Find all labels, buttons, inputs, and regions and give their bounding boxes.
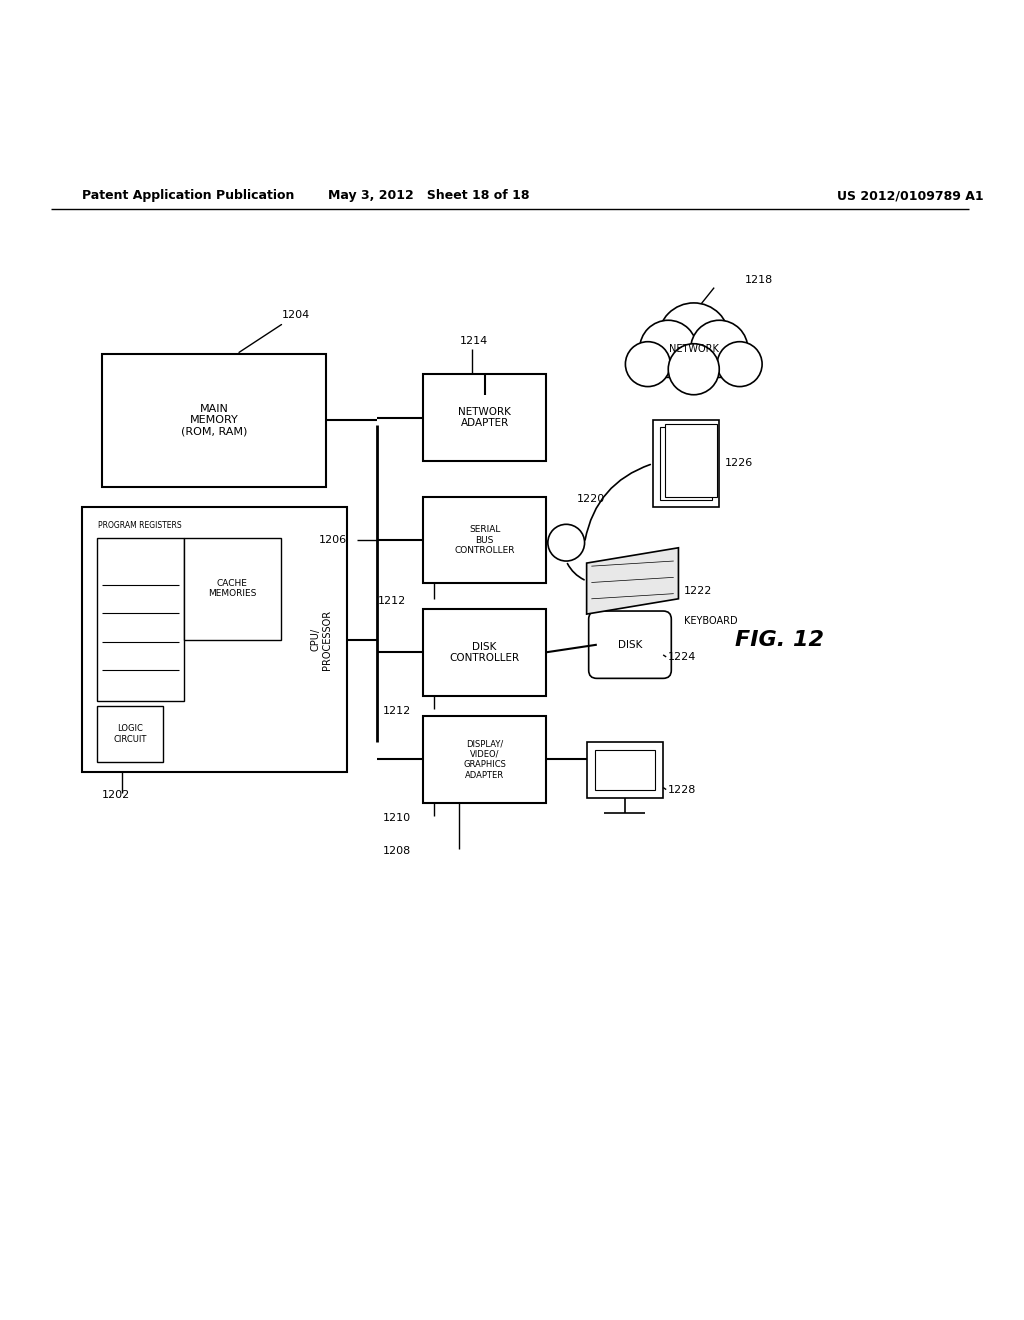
FancyBboxPatch shape <box>423 375 546 461</box>
Text: MAIN
MEMORY
(ROM, RAM): MAIN MEMORY (ROM, RAM) <box>181 404 248 437</box>
FancyBboxPatch shape <box>423 717 546 803</box>
Text: 1228: 1228 <box>669 784 696 795</box>
Circle shape <box>640 321 696 378</box>
FancyBboxPatch shape <box>102 354 327 487</box>
FancyBboxPatch shape <box>589 611 672 678</box>
FancyBboxPatch shape <box>423 609 546 696</box>
Text: DISK
CONTROLLER: DISK CONTROLLER <box>450 642 519 663</box>
FancyBboxPatch shape <box>595 750 655 789</box>
Text: 1206: 1206 <box>318 535 347 545</box>
FancyBboxPatch shape <box>660 428 712 500</box>
Text: 1210: 1210 <box>383 813 411 824</box>
FancyBboxPatch shape <box>183 537 281 640</box>
Text: FIG. 12: FIG. 12 <box>734 630 823 649</box>
Circle shape <box>626 342 671 387</box>
FancyBboxPatch shape <box>653 420 719 507</box>
Text: 1226: 1226 <box>724 458 753 469</box>
Text: 1220: 1220 <box>577 494 605 504</box>
Text: 1204: 1204 <box>239 310 310 352</box>
Circle shape <box>691 321 748 378</box>
Text: DISK: DISK <box>617 640 642 649</box>
FancyBboxPatch shape <box>97 706 163 762</box>
FancyBboxPatch shape <box>587 742 664 797</box>
Text: 1208: 1208 <box>383 846 411 855</box>
Text: 1212: 1212 <box>378 595 406 606</box>
FancyBboxPatch shape <box>82 507 347 772</box>
Circle shape <box>669 343 719 395</box>
Polygon shape <box>587 548 679 614</box>
Text: PROGRAM REGISTERS: PROGRAM REGISTERS <box>98 521 182 529</box>
Text: 1214: 1214 <box>460 335 488 346</box>
Text: 1222: 1222 <box>684 586 712 595</box>
Text: NETWORK: NETWORK <box>669 343 719 354</box>
Text: 1218: 1218 <box>744 275 773 285</box>
Text: May 3, 2012   Sheet 18 of 18: May 3, 2012 Sheet 18 of 18 <box>328 189 529 202</box>
Text: LOGIC
CIRCUIT: LOGIC CIRCUIT <box>114 725 146 743</box>
FancyBboxPatch shape <box>423 496 546 583</box>
Text: 1212: 1212 <box>383 706 411 715</box>
Text: SERIAL
BUS
CONTROLLER: SERIAL BUS CONTROLLER <box>455 525 515 554</box>
FancyBboxPatch shape <box>97 537 183 701</box>
Text: DISPLAY/
VIDEO/
GRAPHICS
ADAPTER: DISPLAY/ VIDEO/ GRAPHICS ADAPTER <box>463 739 506 780</box>
Circle shape <box>658 302 729 375</box>
Text: KEYBOARD: KEYBOARD <box>684 616 737 626</box>
Text: 1224: 1224 <box>669 652 696 663</box>
Text: US 2012/0109789 A1: US 2012/0109789 A1 <box>837 189 983 202</box>
Circle shape <box>717 342 762 387</box>
Text: NETWORK
ADAPTER: NETWORK ADAPTER <box>458 407 511 429</box>
Text: Patent Application Publication: Patent Application Publication <box>82 189 294 202</box>
Text: CPU/
PROCESSOR: CPU/ PROCESSOR <box>310 610 332 669</box>
Text: CACHE
MEMORIES: CACHE MEMORIES <box>208 579 256 598</box>
Text: 1202: 1202 <box>102 789 130 800</box>
Circle shape <box>548 524 585 561</box>
FancyBboxPatch shape <box>666 424 717 496</box>
